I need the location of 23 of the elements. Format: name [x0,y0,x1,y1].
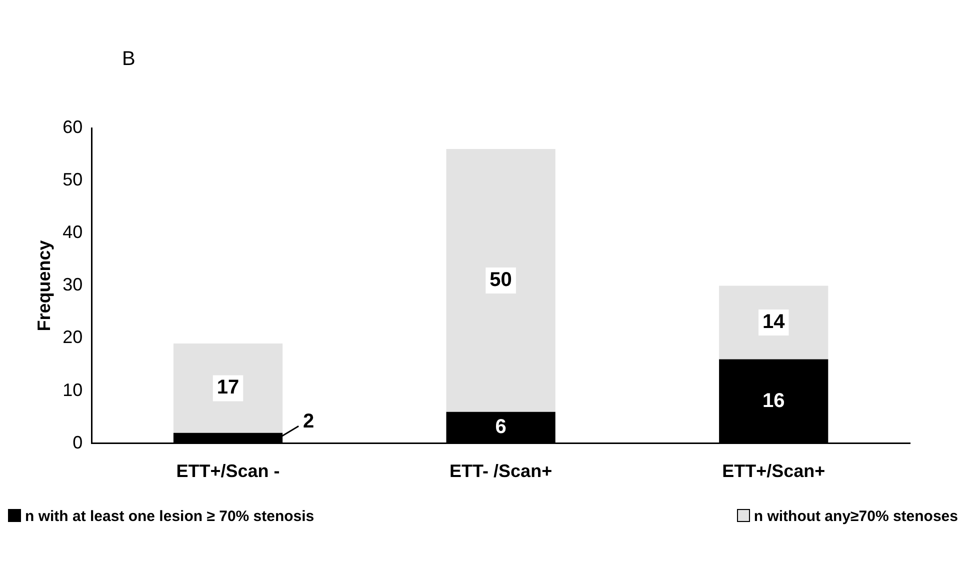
chart-title: B [122,48,136,71]
data-label: 50 [490,268,512,291]
y-tick-label: 60 [62,116,83,137]
legend-label: n with at least one lesion ≥ 70% stenosis [24,508,314,525]
y-tick-label: 50 [62,170,83,190]
y-axis-title: Frequency [34,240,54,332]
y-tick-label: 40 [62,222,83,242]
x-tick-label: ETT+/Scan+ [722,461,826,482]
data-label: 17 [216,376,240,399]
y-tick-label: 0 [72,432,83,452]
y-tick-label: 20 [62,327,83,348]
bar [446,149,556,412]
y-tick-label: 10 [62,380,83,400]
y-tick-label: 30 [62,274,83,295]
x-tick-label: ETT- /Scan+ [450,461,552,482]
x-tick-label: ETT+/Scan - [176,461,280,482]
legend-label: n without any≥70% stenoses [752,508,958,525]
bar [719,286,828,360]
data-label: 6 [495,416,506,438]
bar [173,344,283,433]
data-label: 14 [762,311,786,334]
data-label: 16 [762,390,785,412]
data-label: 2 [303,410,314,433]
